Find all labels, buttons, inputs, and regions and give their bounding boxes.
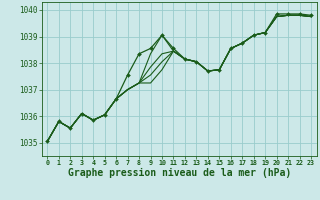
X-axis label: Graphe pression niveau de la mer (hPa): Graphe pression niveau de la mer (hPa) [68, 168, 291, 178]
